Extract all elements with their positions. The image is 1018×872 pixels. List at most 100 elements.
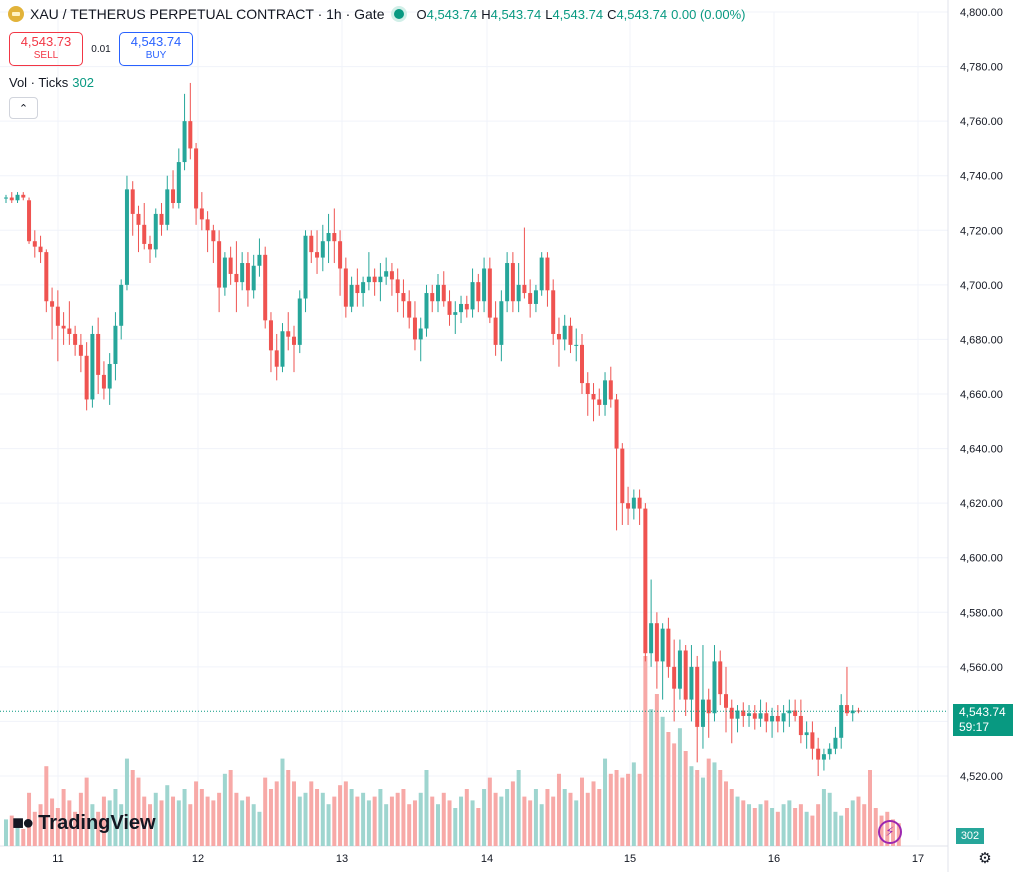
candle-body — [315, 252, 320, 258]
price-tick-label: 4,720.00 — [960, 225, 1003, 237]
volume-bar — [764, 800, 769, 846]
candle-body — [781, 713, 786, 722]
volume-bar — [361, 792, 366, 846]
volume-bar — [441, 792, 446, 846]
candle-body — [211, 230, 216, 242]
candle-body — [228, 257, 233, 274]
volume-bar — [833, 811, 838, 846]
candle-body — [274, 350, 279, 367]
candle-body — [585, 383, 590, 394]
candle-body — [395, 279, 400, 294]
volume-bar — [464, 789, 469, 846]
candle-body — [499, 301, 504, 345]
candle-body — [424, 293, 429, 329]
market-status-icon[interactable] — [394, 9, 405, 19]
candle-body — [199, 208, 204, 220]
volume-bar — [124, 758, 129, 846]
volume-bar — [672, 743, 677, 846]
volume-bar — [9, 815, 14, 846]
candle-body — [453, 312, 458, 315]
volume-bar — [153, 792, 158, 846]
candle-body — [384, 271, 389, 277]
volume-bar — [603, 758, 608, 846]
volume-bar — [862, 804, 867, 846]
candle-body — [712, 661, 717, 714]
candle-body — [660, 628, 665, 662]
volume-bar — [78, 792, 83, 846]
candle-body — [741, 710, 746, 716]
volume-bar — [758, 804, 763, 846]
volume-legend[interactable]: Vol · Ticks 302 — [9, 75, 94, 90]
candle-body — [194, 148, 199, 209]
volume-bar — [263, 777, 268, 846]
candle-body — [447, 301, 452, 315]
candle-body — [580, 344, 584, 384]
volume-bar — [355, 796, 360, 846]
volume-bar — [816, 804, 821, 846]
volume-bar — [470, 800, 475, 846]
candle-body — [113, 325, 118, 364]
volume-bar — [366, 800, 371, 846]
volume-bar — [182, 789, 187, 846]
candle-body — [326, 233, 331, 242]
volume-bar — [654, 694, 659, 846]
candle-body — [850, 710, 855, 714]
buy-button[interactable]: 4,543.74 BUY — [119, 32, 193, 66]
time-axis[interactable]: 11 12 13 14 15 16 17 — [52, 853, 924, 865]
candle-body — [643, 508, 648, 654]
gear-icon[interactable]: ⚙ — [978, 850, 992, 867]
lightning-icon[interactable]: ⚡ — [878, 820, 902, 844]
sell-button[interactable]: 4,543.73 SELL — [9, 32, 83, 66]
candle-body — [407, 301, 412, 318]
price-tick-label: 4,620.00 — [960, 498, 1003, 510]
volume-bar — [649, 709, 654, 846]
chevron-up-icon[interactable]: ⌃ — [9, 97, 38, 119]
volume-bar — [712, 762, 717, 846]
candle-body — [107, 363, 112, 389]
price-axis[interactable]: 4,520.004,540.004,560.004,580.004,600.00… — [960, 7, 1003, 783]
volume-bar — [591, 781, 596, 846]
volume-bar — [297, 796, 302, 846]
candle-body — [251, 265, 256, 291]
price-tick-label: 4,700.00 — [960, 280, 1003, 292]
candle-body — [827, 748, 832, 755]
candle-body — [545, 257, 550, 291]
volume-bar — [136, 777, 141, 846]
volume-bar — [539, 804, 544, 846]
volume-legend-value: 302 — [72, 75, 94, 90]
candle-body — [366, 276, 371, 283]
volume-bar — [274, 781, 279, 846]
tradingview-logo[interactable]: ■● TradingView — [12, 812, 156, 835]
candle-body — [263, 254, 268, 321]
volume-bar — [637, 773, 642, 846]
candle-body — [551, 290, 556, 334]
spread-value: 0.01 — [91, 43, 111, 55]
brand-name: TradingView — [38, 812, 156, 834]
volume-bar — [32, 811, 37, 846]
candle-body — [119, 284, 124, 326]
last-price-value: 4,543.74 — [959, 705, 1006, 719]
low-value: 4,543.74 — [552, 6, 604, 22]
volume-bar — [556, 773, 561, 846]
volume-bar — [735, 796, 740, 846]
volume-bar — [856, 796, 861, 846]
volume-bar — [21, 828, 26, 846]
candle-body — [153, 213, 158, 250]
volume-bar — [309, 781, 314, 846]
volume-bar — [228, 770, 233, 846]
time-tick-label: 13 — [336, 853, 348, 865]
candle-body — [124, 189, 129, 285]
candle-body — [182, 121, 187, 163]
price-tick-label: 4,640.00 — [960, 444, 1003, 456]
volume-bar — [407, 804, 412, 846]
candle-body — [695, 666, 700, 727]
volume-bar — [770, 808, 775, 846]
volume-bar — [194, 781, 199, 846]
volume-bar — [522, 796, 527, 846]
candle-body — [303, 235, 308, 299]
symbol-title[interactable]: XAU / TETHERUS PERPETUAL CONTRACT · 1h ·… — [30, 6, 385, 22]
volume-bar — [55, 808, 60, 846]
trade-buttons: 4,543.73 SELL 0.01 4,543.74 BUY — [9, 32, 193, 66]
volume-bar — [44, 766, 49, 846]
